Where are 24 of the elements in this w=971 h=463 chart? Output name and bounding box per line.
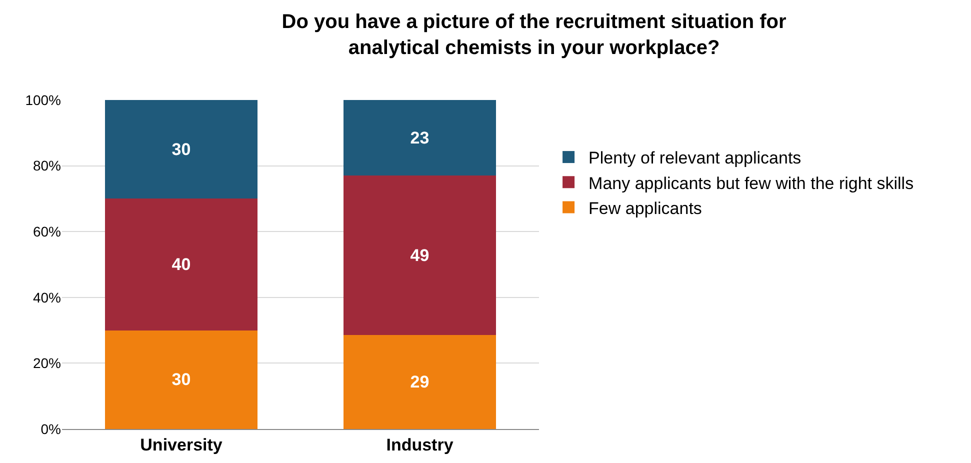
legend-label: Many applicants but few with the right skills [588,174,914,193]
data-label: 23 [410,128,430,148]
x-tick-label: University [140,435,223,454]
legend-label: Plenty of relevant applicants [588,148,802,168]
y-tick-label: 20% [32,355,61,372]
bar [104,198,258,330]
bar [343,100,496,176]
bar [104,100,258,199]
chart-title: Do you have a picture of the recruitment situation for analytical chemists in your workplace? [282,10,787,59]
y-tick-label: 60% [32,224,61,240]
x-tick-label: Industry [386,435,454,454]
bar [104,330,258,429]
bar [343,335,496,429]
data-label: 40 [172,255,191,274]
y-tick-label: 0% [40,420,61,437]
legend-label: Few applicants [588,198,702,218]
y-tick-label: 40% [32,289,61,306]
bar [343,176,496,336]
y-tick-label: 100% [25,92,61,108]
data-label: 29 [410,372,430,392]
data-label: 30 [172,370,191,390]
y-tick-label: 80% [32,158,61,174]
data-label: 30 [172,140,191,159]
data-label: 49 [410,246,430,265]
